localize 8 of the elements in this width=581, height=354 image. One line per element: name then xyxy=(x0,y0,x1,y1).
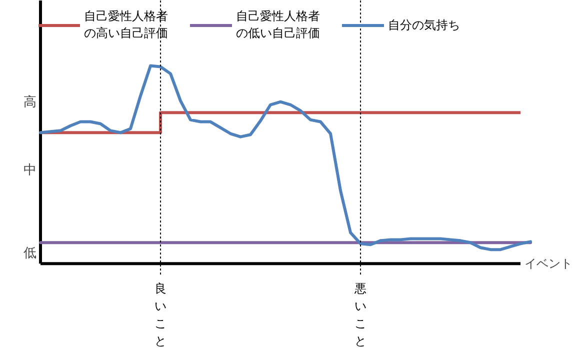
text: 高 xyxy=(24,94,36,110)
legend-label: 自己愛性人格者の低い自己評価 xyxy=(236,8,320,42)
legend-label: 自分の気持ち xyxy=(388,16,460,34)
x-axis-title: イベント xyxy=(524,256,572,271)
text: 中 xyxy=(24,163,36,178)
x-tick-label: 良いこと xyxy=(154,282,166,348)
text: 低 xyxy=(24,246,36,261)
x-tick-label: 悪いこと xyxy=(354,282,366,348)
